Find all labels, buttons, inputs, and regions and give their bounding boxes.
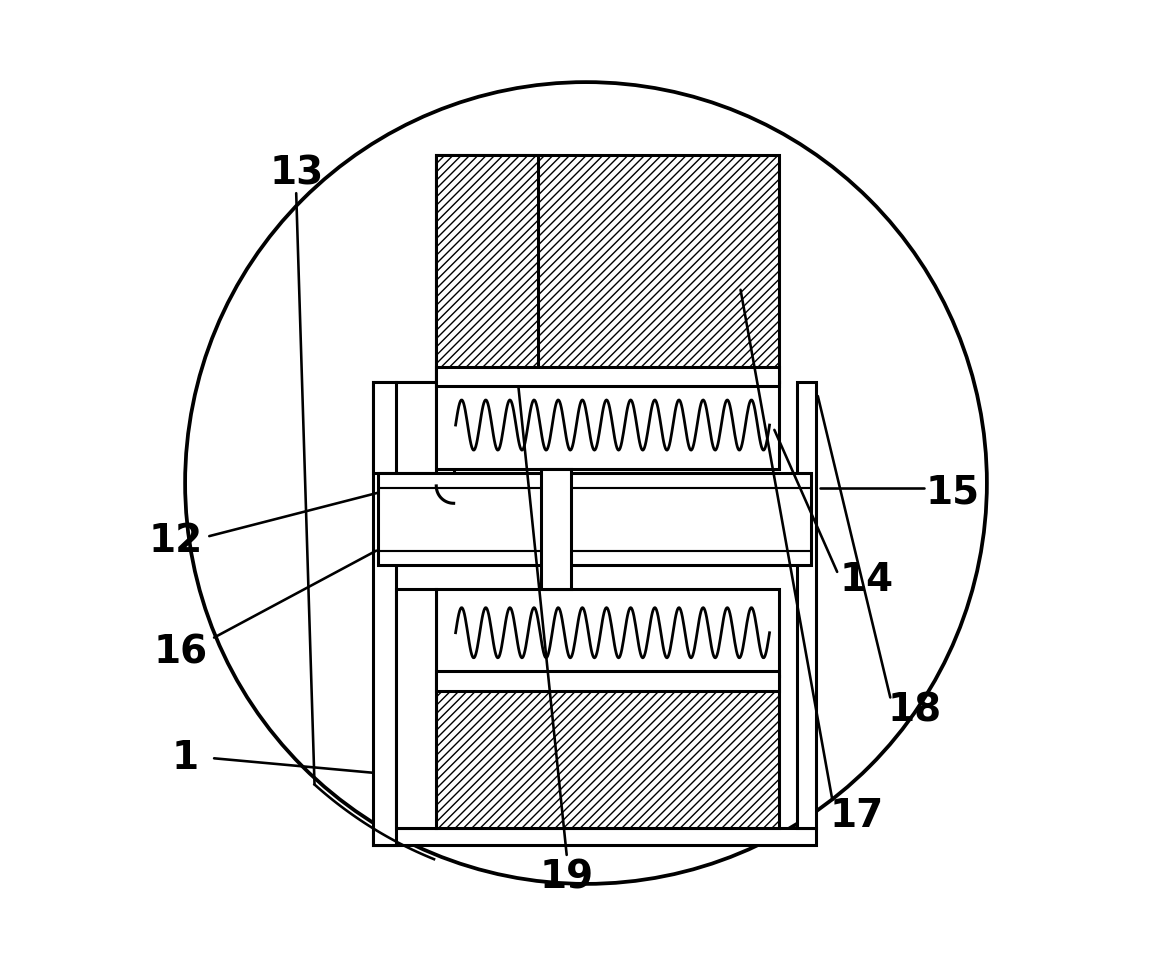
Bar: [379, 473, 811, 565]
Bar: [436, 589, 779, 676]
Bar: [374, 382, 454, 473]
Bar: [436, 382, 779, 469]
Text: 1: 1: [171, 739, 199, 778]
Text: 17: 17: [830, 797, 884, 836]
Bar: [436, 367, 779, 386]
Bar: [374, 382, 396, 845]
Bar: [797, 382, 816, 828]
Bar: [436, 676, 779, 828]
Bar: [374, 828, 816, 845]
Text: 18: 18: [887, 691, 941, 729]
Text: 13: 13: [270, 155, 323, 193]
Text: 12: 12: [149, 522, 203, 560]
Text: 14: 14: [839, 560, 893, 599]
Text: 15: 15: [926, 473, 980, 512]
Text: 16: 16: [154, 633, 207, 671]
Bar: [436, 155, 779, 382]
Bar: [436, 155, 538, 382]
Text: 19: 19: [539, 858, 594, 896]
Bar: [436, 671, 779, 691]
Bar: [396, 382, 436, 473]
Bar: [540, 469, 571, 589]
Bar: [396, 589, 436, 828]
